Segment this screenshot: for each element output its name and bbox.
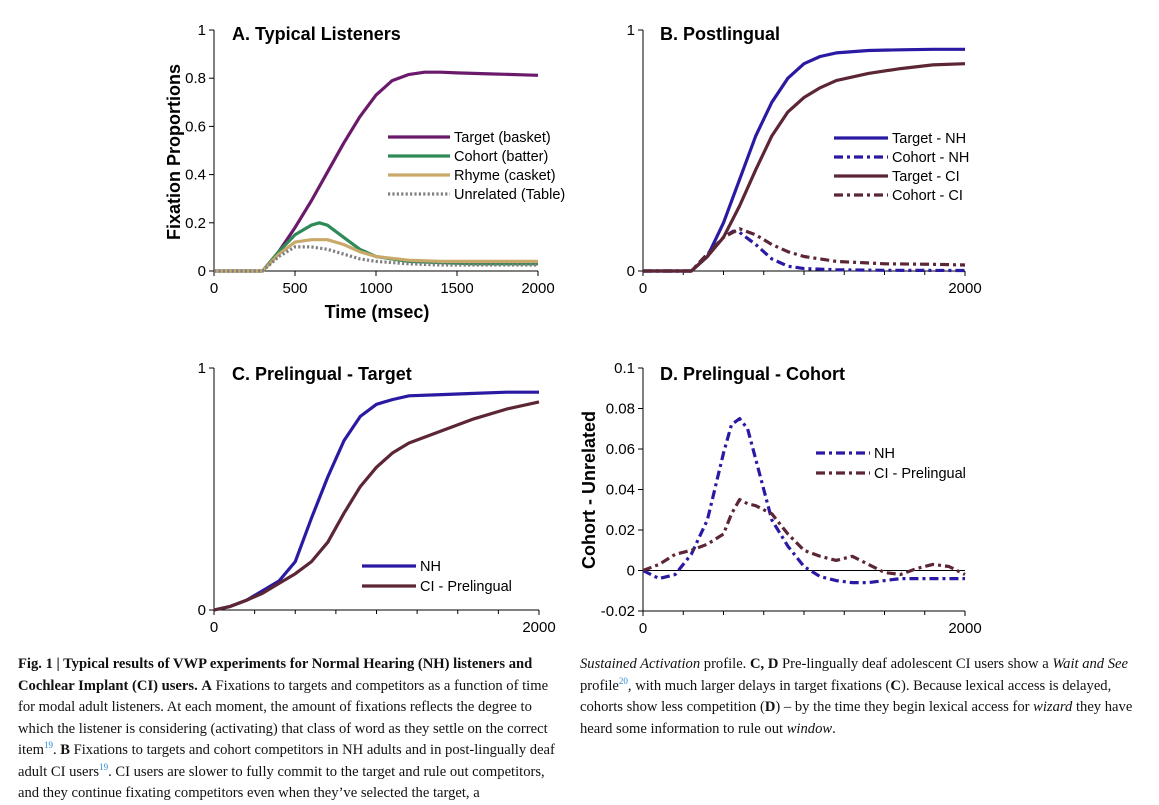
- panel-a-x-axis-label: Time (msec): [325, 302, 430, 322]
- caption-ref[interactable]: 20: [618, 675, 628, 686]
- caption-b-label: B: [60, 742, 70, 758]
- panel-a-legend-label: Unrelated (Table): [454, 187, 565, 203]
- caption-text: Pre-lingually deaf adolescent CI users s…: [778, 656, 1053, 672]
- panel-c-legend-label: NH: [420, 559, 441, 575]
- panel-b-series-line-cohort-ci: [643, 227, 966, 273]
- caption-left-column: Fig. 1 | Typical results of VWP experime…: [18, 654, 558, 805]
- caption-right-column: Sustained Activation profile. C, D Pre-l…: [580, 654, 1142, 805]
- panel-d-y-tick-label: 0: [627, 563, 635, 580]
- panel-d-y-axis-label: Cohort - Unrelated: [579, 411, 599, 569]
- panel-c-x-tick-label: 0: [210, 619, 218, 636]
- panel-c: C. Prelingual - Target 0 1 0 2000 NH CI - Pre…: [198, 360, 556, 636]
- panel-a-y-axis-label: Fixation Proportions: [164, 64, 184, 240]
- caption-italic: Wait and See: [1052, 656, 1129, 672]
- panel-d-y-tick-label: 0.08: [606, 401, 635, 418]
- caption-cd-label: C, D: [749, 656, 779, 672]
- panel-d-legend-label: CI - Prelingual: [874, 466, 966, 482]
- panel-b: B. Postlingual 0 1 0 2000 Target - NH Cohort …: [627, 22, 982, 297]
- panel-a-title: A. Typical Listeners: [232, 24, 401, 44]
- caption-italic: wizard: [1033, 699, 1073, 715]
- panel-c-y-tick-label: 1: [198, 360, 206, 377]
- panel-a-legend-label: Cohort (batter): [454, 149, 548, 165]
- panel-a-y-tick-label: 0.2: [185, 215, 206, 232]
- panel-a-legend-label: Target (basket): [454, 130, 551, 146]
- panel-c-legend-label: CI - Prelingual: [420, 579, 512, 595]
- figure: A. Typical Listeners Time (msec) Fixatio…: [164, 22, 982, 637]
- panel-d-y-tick-label: 0.1: [614, 360, 635, 377]
- figure-caption: Fig. 1 | Typical results of VWP experime…: [18, 654, 1142, 805]
- caption-a-text: Fixations to targets and competitors as …: [18, 677, 549, 759]
- panel-a-y-tick-label: 1: [198, 22, 206, 39]
- panel-d-x-tick-label: 0: [639, 620, 647, 637]
- panel-b-legend-label: Target - CI: [892, 169, 960, 185]
- caption-text: profile.: [700, 656, 747, 672]
- panel-a-x-tick-label: 500: [282, 280, 307, 297]
- caption-text: they have heard some information to rule…: [580, 699, 1133, 737]
- caption-c-label: C: [890, 677, 901, 694]
- panel-a-series-line-target-basket: [214, 70, 539, 273]
- caption-fig-title: Typical results of VWP experiments for N…: [18, 656, 533, 694]
- panel-a-x-tick-label: 1000: [359, 280, 392, 297]
- panel-d-x-tick-label: 2000: [948, 620, 981, 637]
- caption-fig-label: Fig. 1 |: [18, 656, 64, 672]
- panel-a-x-tick-label: 2000: [521, 280, 554, 297]
- panel-d-series-line-nh: [642, 417, 965, 585]
- caption-text: .: [832, 720, 836, 737]
- caption-text: .: [52, 742, 61, 758]
- panel-a-y-tick-label: 0: [198, 263, 206, 280]
- panel-d-y-tick-label: 0.02: [606, 522, 635, 539]
- panel-b-legend-label: Cohort - NH: [892, 150, 969, 166]
- panel-b-y-tick-label: 1: [627, 22, 635, 39]
- panel-d-y-tick-label: 0.04: [606, 482, 635, 499]
- caption-text: ) – by the time they begin lexical acces…: [775, 699, 1034, 715]
- panel-d-y-tick-label: -0.02: [601, 603, 635, 620]
- caption-italic: Sustained Activation: [580, 656, 701, 672]
- panel-d-series-line-ci-prelingual: [642, 498, 966, 577]
- panel-b-y-tick-label: 0: [627, 263, 635, 280]
- panel-c-y-tick-label: 0: [198, 602, 206, 619]
- panel-c-x-tick-label: 2000: [522, 619, 555, 636]
- caption-d-label: D: [764, 699, 776, 715]
- caption-ref[interactable]: 19: [99, 761, 109, 772]
- caption-ref[interactable]: 19: [43, 740, 53, 751]
- panel-b-series-line-target-ci: [643, 62, 966, 273]
- panel-c-series-line-nh: [213, 390, 539, 612]
- panel-b-series-line-target-nh: [643, 47, 965, 273]
- panel-a-x-tick-label: 1500: [440, 280, 473, 297]
- caption-text: ). Because lexical access is delayed, co…: [580, 677, 1112, 716]
- panel-c-series-line-ci-prelingual: [213, 400, 540, 612]
- panel-a-y-tick-label: 0.8: [185, 70, 206, 87]
- panel-a-series-line-unrelated-table: [214, 245, 538, 273]
- panel-b-x-tick-label: 2000: [948, 280, 981, 297]
- panel-d-y-tick-label: 0.06: [606, 441, 635, 458]
- panel-a-y-tick-label: 0.4: [185, 167, 206, 184]
- panel-d: D. Prelingual - Cohort Cohort - Unrelate…: [579, 360, 982, 637]
- panel-b-legend-label: Cohort - CI: [892, 188, 963, 204]
- panel-d-title: D. Prelingual - Cohort: [660, 364, 845, 384]
- panel-b-series-line-cohort-nh: [643, 229, 966, 273]
- caption-text: , with much larger delays in target fixa…: [627, 677, 891, 694]
- panel-a-series-line-cohort-batter: [214, 221, 538, 273]
- panel-a-y-tick-label: 0.6: [185, 118, 206, 135]
- panel-a-legend-label: Rhyme (casket): [454, 168, 556, 184]
- panel-a: A. Typical Listeners Time (msec) Fixatio…: [164, 22, 565, 322]
- panel-b-legend-label: Target - NH: [892, 131, 966, 147]
- panel-a-series-line-rhyme-casket: [214, 238, 538, 273]
- panel-b-title: B. Postlingual: [660, 24, 780, 44]
- caption-a-label: A: [201, 677, 212, 694]
- caption-b-text: Fixations to targets and cohort competit…: [18, 742, 555, 780]
- panel-d-legend-label: NH: [874, 446, 895, 462]
- panel-c-title: C. Prelingual - Target: [232, 364, 412, 384]
- caption-text: profile: [580, 677, 619, 694]
- caption-italic: window: [786, 720, 833, 737]
- panel-a-x-tick-label: 0: [210, 280, 218, 297]
- panel-b-x-tick-label: 0: [639, 280, 647, 297]
